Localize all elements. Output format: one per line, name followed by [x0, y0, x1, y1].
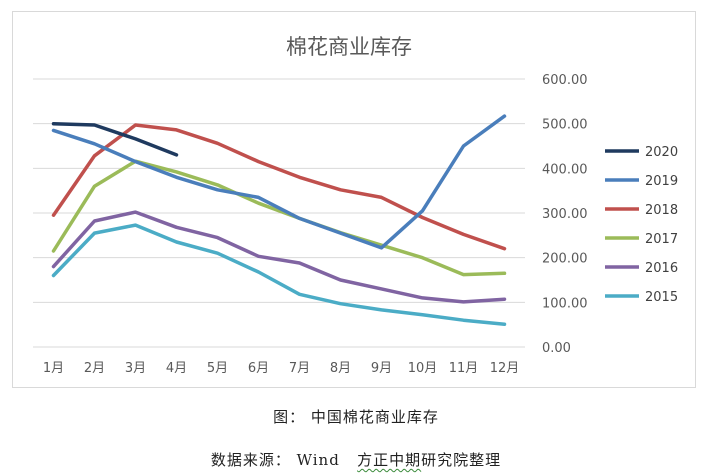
legend-label-2018: 2018 — [645, 203, 678, 218]
y-tick-label: 0.00 — [542, 341, 571, 356]
series-line-2015 — [51, 223, 507, 326]
legend-label-2017: 2017 — [645, 232, 678, 247]
series-lines — [51, 114, 507, 326]
source-prefix: 数据来源： Wind — [210, 451, 346, 469]
series-line-2016 — [51, 210, 507, 304]
y-tick-label: 500.00 — [542, 118, 588, 133]
figure-caption: 图： 中国棉花商业库存 — [273, 408, 439, 426]
x-tick-label: 9月 — [371, 361, 392, 376]
x-tick-label: 4月 — [166, 361, 187, 376]
source-caption: 数据来源： Wind 方正中期研究院整理 — [0, 449, 712, 470]
x-tick-label: 1月 — [43, 361, 64, 376]
legend-label-2019: 2019 — [645, 174, 678, 189]
series-line-2020 — [51, 121, 179, 157]
x-tick-label: 11月 — [449, 361, 479, 376]
cotton-inventory-line-chart: 棉花商业库存 1月 2月 3月 4月 5月 6月 7月 8月 9月 10月 11月 12月 0.00 1… — [33, 35, 678, 376]
x-tick-label: 7月 — [289, 361, 310, 376]
source-org-a: 方正中期 — [357, 451, 422, 469]
y-tick-label: 200.00 — [542, 252, 588, 267]
x-tick-label: 2月 — [84, 361, 105, 376]
series-line-2019 — [51, 114, 507, 250]
legend-label-2020: 2020 — [645, 145, 678, 160]
x-tick-label: 5月 — [207, 361, 228, 376]
series-line-2017 — [51, 159, 507, 277]
x-tick-label: 10月 — [408, 361, 438, 376]
series-line-2018 — [51, 123, 507, 251]
legend-label-2015: 2015 — [645, 290, 678, 305]
y-tick-label: 300.00 — [542, 207, 588, 222]
legend-label-2016: 2016 — [645, 261, 678, 276]
legend: 2020 2019 2018 2017 2016 2015 — [605, 145, 678, 305]
x-tick-label: 8月 — [330, 361, 351, 376]
x-axis-ticks: 1月 2月 3月 4月 5月 6月 7月 8月 9月 10月 11月 12月 — [43, 361, 519, 376]
x-tick-label: 3月 — [125, 361, 146, 376]
gridlines — [33, 78, 525, 348]
chart-frame: 棉花商业库存 1月 2月 3月 4月 5月 6月 7月 8月 9月 10月 11月 12月 0.00 1… — [12, 11, 696, 388]
y-tick-label: 600.00 — [542, 73, 588, 88]
y-axis-ticks: 0.00 100.00 200.00 300.00 400.00 500.00 600.00 — [542, 73, 588, 356]
source-org-b: 研究院整理 — [421, 451, 502, 469]
x-tick-label: 6月 — [248, 361, 269, 376]
chart-title: 棉花商业库存 — [286, 35, 412, 59]
x-tick-label: 12月 — [490, 361, 520, 376]
y-tick-label: 400.00 — [542, 162, 588, 177]
y-tick-label: 100.00 — [542, 296, 588, 311]
